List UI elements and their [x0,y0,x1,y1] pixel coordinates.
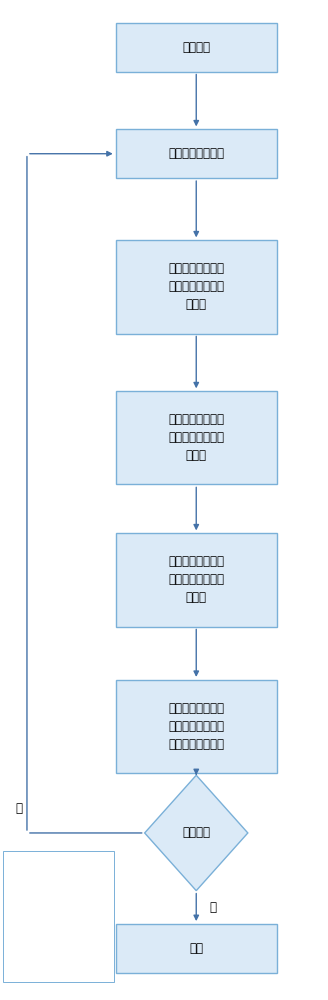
Text: 位置伺服根据角为
止差计算输出电机
控制量: 位置伺服根据角为 止差计算输出电机 控制量 [168,555,224,604]
Polygon shape [145,775,248,891]
FancyBboxPatch shape [116,533,277,627]
Text: 位置矢量分解为火
炮方位、高低向角
位置差: 位置矢量分解为火 炮方位、高低向角 位置差 [168,413,224,462]
Text: 稳定开始: 稳定开始 [182,41,210,54]
FancyBboxPatch shape [116,129,277,178]
Text: 计算图像中目标偏
离火力线中心点位
置矢量: 计算图像中目标偏 离火力线中心点位 置矢量 [168,262,224,311]
Text: 否: 否 [15,802,22,815]
FancyBboxPatch shape [116,924,277,973]
Text: 是: 是 [209,901,216,914]
Text: 退出稳定: 退出稳定 [182,826,210,839]
Text: 火炮方位、高低电
机运转驱动火力线
中心点朝目标移动: 火炮方位、高低电 机运转驱动火力线 中心点朝目标移动 [168,702,224,751]
Text: 结束: 结束 [189,942,203,955]
FancyBboxPatch shape [116,391,277,484]
FancyBboxPatch shape [116,23,277,72]
FancyBboxPatch shape [116,240,277,334]
Text: 捕捉当前视场图像: 捕捉当前视场图像 [168,147,224,160]
FancyBboxPatch shape [116,680,277,773]
